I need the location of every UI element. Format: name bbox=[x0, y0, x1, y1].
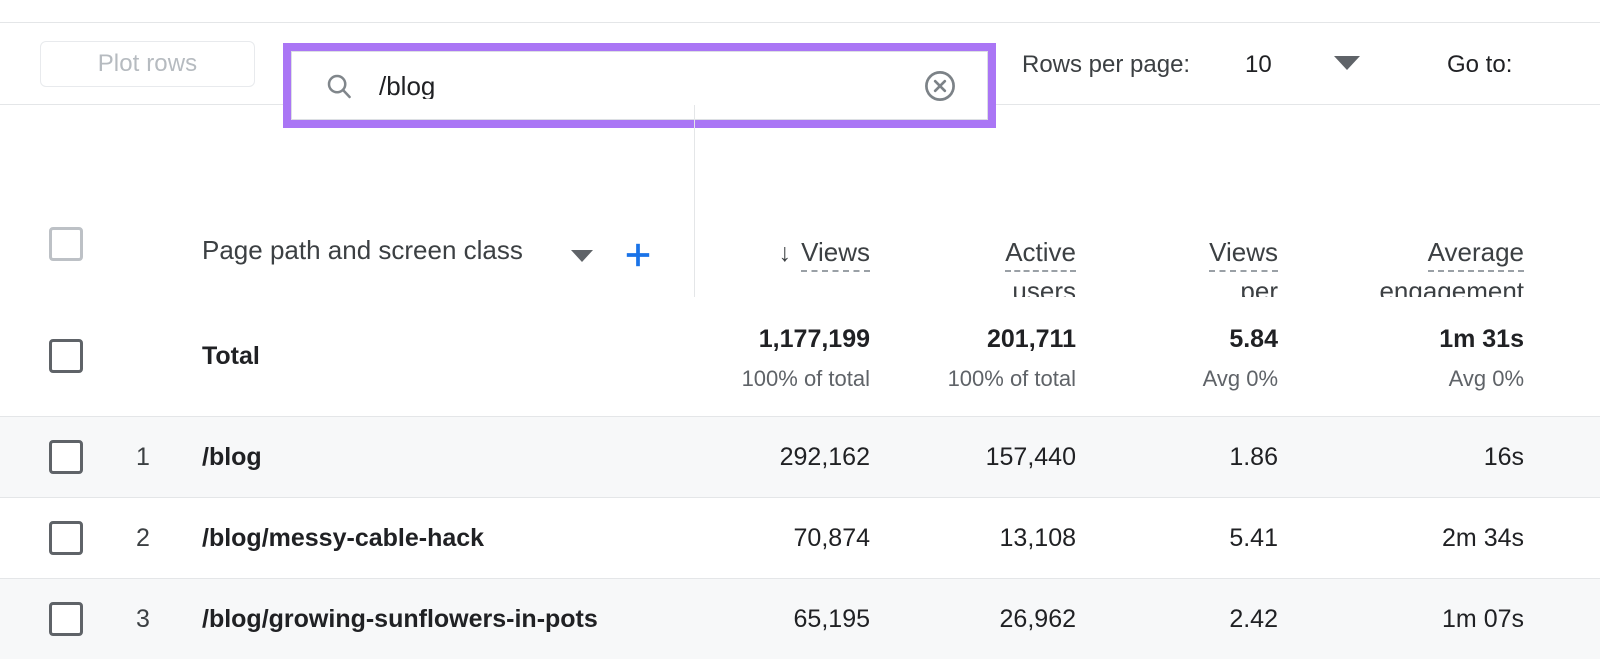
total-value: 201,711 bbox=[987, 325, 1076, 353]
plus-icon[interactable] bbox=[622, 239, 654, 271]
total-cell-views-per-active-user: 5.84 Avg 0% bbox=[1048, 325, 1278, 392]
plot-rows-button[interactable]: Plot rows bbox=[40, 41, 255, 87]
row-page-path[interactable]: /blog/messy-cable-hack bbox=[202, 523, 485, 552]
data-table: Page path and screen class ↓ Views Active… bbox=[0, 105, 1600, 659]
column-header-views-label: Views bbox=[801, 237, 870, 272]
row-cell-active-users: 157,440 bbox=[985, 442, 1076, 471]
search-input[interactable]: /blog bbox=[379, 72, 436, 99]
goto-label: Go to: bbox=[1447, 50, 1513, 78]
row-rank: 3 bbox=[136, 604, 150, 633]
total-cell-views: 1,177,199 100% of total bbox=[570, 325, 870, 392]
total-value: 1m 31s bbox=[1439, 325, 1524, 353]
row-checkbox[interactable] bbox=[49, 521, 83, 555]
search-box[interactable]: /blog bbox=[291, 51, 988, 120]
column-divider bbox=[694, 105, 695, 416]
total-subvalue: 100% of total bbox=[947, 366, 1076, 391]
row-cell-average-engagement-time: 2m 34s bbox=[1442, 523, 1524, 552]
rows-per-page-label: Rows per page: bbox=[1022, 50, 1191, 78]
total-label: Total bbox=[202, 342, 260, 370]
chevron-down-icon[interactable] bbox=[571, 250, 593, 262]
row-page-path[interactable]: /blog bbox=[202, 442, 262, 471]
table-row-total: Total 1,177,199 100% of total 201,711 10… bbox=[0, 297, 1600, 416]
table-row[interactable]: 1 /blog 292,162 157,440 1.86 16s bbox=[0, 416, 1600, 497]
row-rank: 2 bbox=[136, 523, 150, 552]
row-cell-active-users: 13,108 bbox=[999, 523, 1076, 552]
arrow-down-icon: ↓ bbox=[778, 239, 792, 267]
select-all-checkbox[interactable] bbox=[49, 227, 83, 261]
table-header-row: Page path and screen class ↓ Views Active… bbox=[0, 105, 1600, 389]
row-cell-views: 292,162 bbox=[779, 442, 870, 471]
table-row[interactable]: 3 /blog/growing-sunflowers-in-pots 65,19… bbox=[0, 578, 1600, 659]
column-header-line: Average bbox=[1427, 237, 1524, 272]
column-header-line: Views bbox=[1209, 237, 1278, 272]
row-checkbox[interactable] bbox=[49, 339, 83, 373]
plot-rows-label: Plot rows bbox=[97, 50, 198, 77]
total-value: 5.84 bbox=[1229, 325, 1278, 353]
table-row[interactable]: 2 /blog/messy-cable-hack 70,874 13,108 5… bbox=[0, 497, 1600, 578]
dimension-header-label[interactable]: Page path and screen class bbox=[202, 235, 523, 265]
column-header-line: Active bbox=[1005, 237, 1076, 272]
column-header-views[interactable]: ↓ Views bbox=[570, 233, 870, 273]
total-subvalue: Avg 0% bbox=[1202, 366, 1278, 391]
row-cell-views: 65,195 bbox=[793, 604, 870, 633]
total-subvalue: 100% of total bbox=[741, 366, 870, 391]
total-cell-active-users: 201,711 100% of total bbox=[816, 325, 1076, 392]
row-rank: 1 bbox=[136, 442, 150, 471]
row-cell-views-per-active-user: 5.41 bbox=[1229, 523, 1278, 552]
row-cell-views: 70,874 bbox=[793, 523, 870, 552]
row-checkbox[interactable] bbox=[49, 440, 83, 474]
row-page-path[interactable]: /blog/growing-sunflowers-in-pots bbox=[202, 604, 598, 633]
column-header-active-users[interactable]: Active users bbox=[816, 233, 1076, 311]
search-icon bbox=[327, 74, 351, 98]
total-subvalue: Avg 0% bbox=[1448, 366, 1524, 391]
row-cell-average-engagement-time: 16s bbox=[1483, 442, 1524, 471]
search-highlight-annotation: /blog bbox=[283, 43, 996, 128]
row-cell-views-per-active-user: 2.42 bbox=[1229, 604, 1278, 633]
row-checkbox[interactable] bbox=[49, 602, 83, 636]
total-value: 1,177,199 bbox=[758, 325, 870, 353]
clear-circle-x-icon[interactable] bbox=[923, 69, 957, 103]
chevron-down-icon[interactable] bbox=[1334, 56, 1360, 70]
rows-per-page-value[interactable]: 10 bbox=[1245, 50, 1272, 78]
row-cell-views-per-active-user: 1.86 bbox=[1229, 442, 1278, 471]
row-cell-average-engagement-time: 1m 07s bbox=[1442, 604, 1524, 633]
row-cell-active-users: 26,962 bbox=[999, 604, 1076, 633]
table-toolbar: Plot rows /blog Rows per page: 10 Go to: bbox=[0, 22, 1600, 128]
sort-line: ↓ Views bbox=[570, 233, 870, 273]
total-cell-average-engagement-time: 1m 31s Avg 0% bbox=[1194, 325, 1524, 392]
